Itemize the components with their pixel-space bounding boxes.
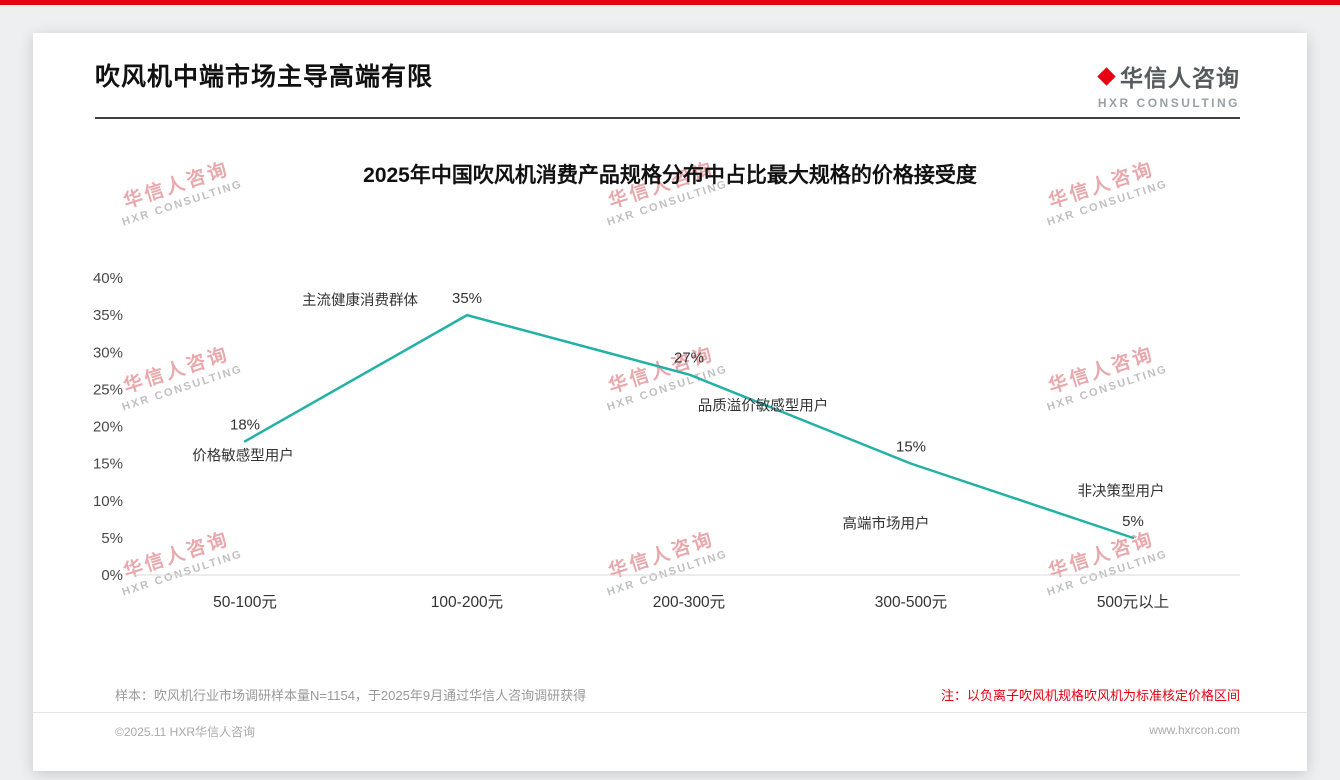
value-label: 27% (674, 350, 704, 367)
y-tick-label: 30% (93, 344, 123, 361)
copyright-text: ©2025.11 HXR华信人咨询 (115, 725, 255, 739)
y-tick-label: 0% (101, 567, 123, 584)
y-tick-label: 20% (93, 419, 123, 436)
logo-row: 华信人咨询 (1097, 59, 1240, 93)
chart-line (243, 313, 1135, 540)
website-text: www.hxrcon.com (1149, 723, 1240, 737)
line-chart: 0% 5% 10% 15% 20% 25% 30% 35% 40% 18% 35% 27% 15% 5% 5… (93, 270, 1240, 611)
page-title: 吹风机中端市场主导高端有限 (95, 63, 434, 91)
company-logo: 华信人咨询 HXR CONSULTING (1097, 59, 1240, 110)
y-tick-label: 35% (93, 307, 123, 324)
x-tick-label: 500元以上 (1097, 593, 1169, 611)
y-tick-label: 5% (101, 530, 123, 547)
annotation-label: 高端市场用户 (843, 516, 930, 533)
annotation-label: 价格敏感型用户 (192, 447, 294, 464)
report-card: 华信人咨询 HXR CONSULTING 华信人咨询 HXR CONSULTING 华信… (33, 33, 1307, 771)
annotation-label: 品质溢价敏感型用户 (698, 398, 829, 415)
header-divider (95, 117, 1240, 119)
annotation-label: 主流健康消费群体 (302, 292, 418, 309)
value-label: 5% (1122, 513, 1144, 530)
sample-note: 样本：吹风机行业市场调研样本量N=1154，于2025年9月通过华信人咨询调研获… (115, 688, 587, 703)
value-label: 35% (452, 290, 482, 307)
x-tick-label: 100-200元 (431, 594, 503, 611)
chart-title: 2025年中国吹风机消费产品规格分布中占比最大规格的价格接受度 (363, 164, 977, 187)
value-label: 15% (896, 439, 926, 456)
y-tick-label: 10% (93, 493, 123, 510)
y-tick-label: 15% (93, 456, 123, 473)
x-tick-label: 300-500元 (875, 594, 947, 611)
value-label: 18% (230, 416, 260, 433)
red-note: 注：以负离子吹风机规格吹风机为标准核定价格区间 (940, 688, 1240, 703)
logo-icon (1097, 66, 1116, 86)
logo-en-text: HXR CONSULTING (1097, 96, 1240, 110)
footer-divider (33, 712, 1307, 713)
x-tick-label: 200-300元 (653, 594, 725, 611)
annotation-label: 非决策型用户 (1078, 483, 1165, 500)
y-tick-label: 25% (93, 381, 123, 398)
y-tick-label: 40% (93, 270, 123, 287)
top-accent-bar (0, 0, 1340, 5)
logo-cn-text: 华信人咨询 (1120, 65, 1240, 91)
x-tick-label: 50-100元 (213, 594, 277, 611)
